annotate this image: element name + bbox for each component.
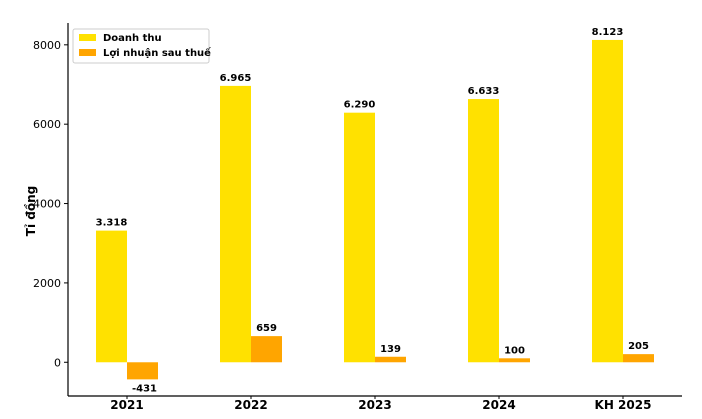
x-tick-label-1: 2022	[234, 398, 267, 412]
data-label-revenue-3: 6.633	[468, 86, 500, 97]
data-label-profit-2: 139	[380, 344, 401, 355]
bar-revenue-1	[220, 85, 251, 363]
bar-revenue-4	[592, 39, 623, 363]
y-tick-label-3: 6000	[33, 118, 61, 131]
y-axis-title: Tỉ đồng	[24, 186, 38, 236]
bar-profit-1	[251, 336, 282, 363]
x-tick-label-0: 2021	[110, 398, 143, 412]
y-tick-label-0: 0	[54, 356, 61, 369]
x-tick-label-2: 2023	[358, 398, 391, 412]
data-label-profit-0: -431	[132, 383, 157, 394]
legend: Doanh thu Lợi nhuận sau thuế	[72, 28, 211, 64]
x-tick-label-4: KH 2025	[595, 398, 652, 412]
data-label-profit-1: 659	[256, 323, 277, 334]
axes-layer: 2021 2022 2023 2024 KH 2025 0 2000 4000 6000 8000	[33, 23, 682, 412]
bar-profit-4	[623, 354, 654, 363]
data-label-profit-4: 205	[628, 341, 649, 352]
data-labels-layer: 3.318 -431 6.965 659 6.290 139 6.633 100 8.123 20…	[96, 27, 649, 394]
y-tick-label-2: 4000	[33, 198, 61, 211]
bar-profit-0	[127, 362, 158, 380]
data-label-revenue-0: 3.318	[96, 218, 128, 229]
data-label-revenue-2: 6.290	[344, 100, 376, 111]
data-label-profit-3: 100	[504, 345, 525, 356]
legend-swatch-profit	[79, 49, 96, 56]
y-tick-label-1: 2000	[33, 277, 61, 290]
x-tick-label-3: 2024	[482, 398, 515, 412]
bar-profit-2	[375, 356, 406, 363]
bar-revenue-2	[344, 112, 375, 363]
legend-label-profit: Lợi nhuận sau thuế	[103, 46, 211, 59]
bar-revenue-3	[468, 99, 499, 363]
data-label-revenue-1: 6.965	[220, 73, 252, 84]
legend-swatch-revenue	[79, 34, 96, 41]
data-label-revenue-4: 8.123	[592, 27, 624, 38]
bars-layer	[96, 39, 654, 380]
legend-label-revenue: Doanh thu	[103, 33, 162, 44]
legend-frame	[72, 28, 210, 64]
y-tick-label-4: 8000	[33, 39, 61, 52]
bar-profit-3	[499, 358, 530, 363]
bar-revenue-0	[96, 230, 127, 363]
